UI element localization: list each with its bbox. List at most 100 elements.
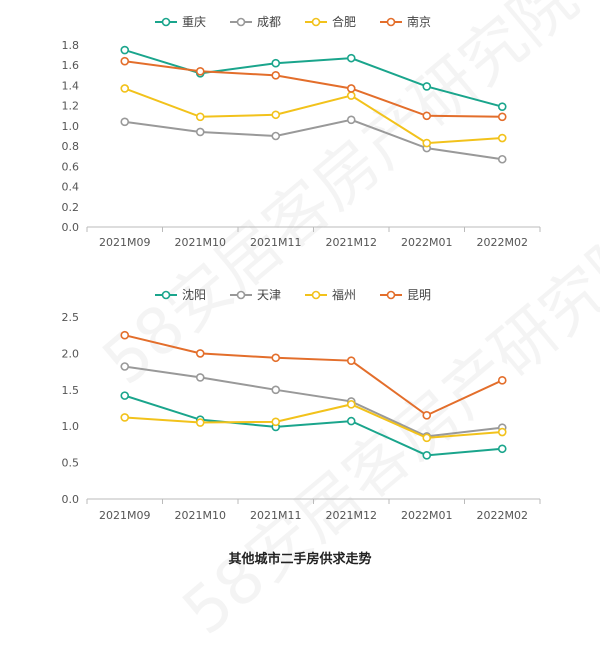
x-tick-label: 2022M01 [401,509,452,522]
series-line [124,403,503,439]
y-tick-label: 1.0 [62,120,80,133]
x-tick-label: 2021M12 [326,509,377,522]
x-tick-label: 2022M02 [477,509,528,522]
series-line [124,365,503,438]
data-point [497,112,507,122]
data-point [346,400,356,409]
legend-item: 昆明 [380,288,431,302]
data-point [195,373,205,382]
x-tick-label: 2022M01 [401,236,452,249]
data-point [120,56,130,66]
line-chart-top: 重庆 成都 合肥 南京 0.0 0.2 0.4 0.6 0.8 1.0 1.2 1.4 1.6 1.8 20… [62,14,541,249]
legend-label: 成都 [257,15,281,29]
data-point [422,82,432,91]
data-point [120,330,130,340]
figure-caption: 其他城市二手房供求走势 [228,552,372,567]
data-point [271,58,281,68]
legend-label: 重庆 [182,15,206,29]
y-tick-label: 0.8 [62,140,80,153]
data-point [346,115,356,125]
data-point [120,84,130,93]
x-tick-label: 2021M11 [250,236,301,249]
legend-marker [386,290,396,300]
data-point [497,154,507,164]
data-point [120,413,130,422]
y-tick-label: 0.4 [62,181,80,194]
legend-marker [311,17,321,27]
data-point [422,451,432,460]
legend-label: 合肥 [332,14,356,29]
legend-marker [161,17,171,27]
data-point [195,112,205,122]
legend-item: 福州 [305,287,356,302]
data-point [346,91,356,100]
data-point [422,410,432,420]
data-point [195,66,205,76]
legend-item: 南京 [380,14,431,29]
x-tick-label: 2021M10 [175,236,226,249]
series-line [124,60,503,118]
y-tick-label: 0.0 [62,493,80,506]
legend-item: 天津 [230,288,281,302]
legend-item: 合肥 [305,14,356,29]
y-tick-label: 0.5 [62,457,80,470]
legend-marker [311,290,321,300]
line-chart-bottom: 沈阳 天津 福州 昆明 0.0 0.5 1.0 1.5 2.0 2.5 2021M09 2021M10… [62,287,541,522]
data-point [120,117,130,127]
series-line [124,394,503,457]
data-point [497,444,507,454]
legend-marker [161,290,171,300]
data-point [497,133,507,143]
y-tick-label: 0.2 [62,201,80,214]
data-point [195,418,205,427]
data-point [271,417,281,427]
legend-marker [236,17,246,27]
y-tick-label: 2.0 [62,347,80,360]
x-tick-label: 2021M10 [175,509,226,522]
data-point [120,45,130,55]
legend-label: 昆明 [407,288,431,302]
data-point [346,416,356,426]
legend-label: 福州 [332,287,356,302]
legend-label: 天津 [257,288,281,302]
data-point [346,84,356,93]
y-tick-label: 1.6 [62,59,80,72]
x-tick-label: 2021M11 [250,509,301,522]
legend-item: 成都 [230,15,281,29]
data-point [195,349,205,358]
data-point [271,71,281,80]
data-point [497,102,507,111]
data-point [120,391,130,400]
y-tick-label: 1.0 [62,420,80,433]
x-tick-label: 2021M09 [99,236,150,249]
data-point [422,111,432,121]
data-point [346,356,356,365]
legend-marker [236,290,246,300]
x-tick-label: 2021M12 [326,236,377,249]
data-point [422,433,432,443]
legend-label: 南京 [407,14,431,29]
series-line [124,118,503,161]
data-point [497,376,507,385]
legend-label: 沈阳 [182,287,206,302]
data-point [120,362,130,371]
y-tick-label: 0.0 [62,221,80,234]
y-tick-label: 1.2 [62,100,80,113]
data-point [422,138,432,148]
y-tick-label: 1.8 [62,39,80,52]
legend-item: 重庆 [155,15,206,29]
y-tick-label: 1.5 [62,384,80,397]
y-tick-label: 2.5 [62,311,80,324]
x-tick-label: 2022M02 [477,236,528,249]
x-tick-label: 2021M09 [99,509,150,522]
data-point [271,353,281,363]
data-point [497,427,507,437]
data-point [271,110,281,120]
series-line [124,87,503,145]
data-point [195,127,205,137]
data-point [271,131,281,141]
series-line [124,334,503,417]
data-point [346,53,356,63]
legend-marker [386,17,396,27]
legend-item: 沈阳 [155,287,206,302]
